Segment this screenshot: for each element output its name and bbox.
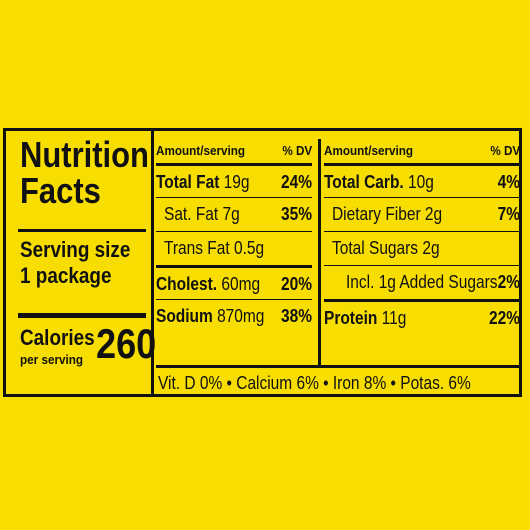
nutrient-column-right: Amount/serving % DV Total Carb. 10g 4% D… <box>324 131 520 365</box>
nutrient-row-total-fat: Total Fat 19g 24% <box>156 163 312 197</box>
calories-label: Calories <box>20 325 95 350</box>
nutrient-row-cholesterol: Cholest. 60mg 20% <box>156 265 312 299</box>
nutrient-label: Total Sugars 2g <box>332 238 440 258</box>
column-separator <box>318 139 321 365</box>
nutrient-row-protein: Protein 11g 22% <box>324 299 520 333</box>
serving-size-value: 1 package <box>20 263 112 288</box>
nutrient-label: Trans Fat 0.5g <box>164 238 265 258</box>
dv-header: % DV <box>282 143 312 158</box>
nutrient-dv: 20% <box>281 274 312 294</box>
column-header: Amount/serving % DV <box>156 143 312 163</box>
nutrient-dv: 4% <box>497 172 520 192</box>
nutrient-dv: 22% <box>489 308 520 328</box>
divider-thick <box>18 313 146 318</box>
amount-header: Amount/serving <box>156 143 246 158</box>
calories-value: 260 <box>96 320 157 367</box>
serving-size-label: Serving size <box>20 237 131 262</box>
nutrient-label: Sodium 870mg <box>156 306 265 326</box>
nutrient-row-trans-fat: Trans Fat 0.5g <box>156 231 312 265</box>
vitamins-minerals-row: Vit. D 0% • Calcium 6% • Iron 8% • Potas… <box>156 365 520 397</box>
nutrient-row-added-sugars: Incl. 1g Added Sugars 2% <box>324 265 520 299</box>
nutrient-label: Protein 11g <box>324 308 407 328</box>
nutrient-label: Total Carb. 10g <box>324 172 434 192</box>
nutrient-dv: 24% <box>281 172 312 192</box>
nutrient-label: Total Fat 19g <box>156 172 250 192</box>
title-line-1: Nutrition <box>20 134 149 175</box>
nutrient-column-left: Amount/serving % DV Total Fat 19g 24% Sa… <box>156 131 312 365</box>
nutrient-dv: 2% <box>497 272 520 292</box>
nutrient-label: Cholest. 60mg <box>156 274 261 294</box>
nutrient-row-dietary-fiber: Dietary Fiber 2g 7% <box>324 197 520 231</box>
nutrient-label: Dietary Fiber 2g <box>332 204 443 224</box>
nutrition-facts-label: Nutrition Facts Serving size 1 package C… <box>3 128 522 397</box>
nutrient-row-sodium: Sodium 870mg 38% <box>156 299 312 333</box>
serving-size: Serving size 1 package <box>20 237 130 289</box>
nutrient-row-sat-fat: Sat. Fat 7g 35% <box>156 197 312 231</box>
nutrient-label: Incl. 1g Added Sugars <box>346 272 498 292</box>
divider <box>18 229 146 232</box>
nutrient-row-total-carb: Total Carb. 10g 4% <box>324 163 520 197</box>
nutrient-row-total-sugars: Total Sugars 2g <box>324 231 520 265</box>
nutrient-dv: 35% <box>281 204 312 224</box>
nutrient-dv: 38% <box>281 306 312 326</box>
column-header: Amount/serving % DV <box>324 143 520 163</box>
calories-sub-label: per serving <box>20 352 84 367</box>
dv-header: % DV <box>490 143 520 158</box>
amount-header: Amount/serving <box>324 143 414 158</box>
label-title: Nutrition Facts <box>20 134 149 211</box>
title-line-2: Facts <box>20 170 101 211</box>
label-left-panel: Nutrition Facts Serving size 1 package C… <box>6 131 157 394</box>
vitamins-text: Vit. D 0% • Calcium 6% • Iron 8% • Potas… <box>158 373 471 393</box>
nutrient-dv: 7% <box>497 204 520 224</box>
nutrient-label: Sat. Fat 7g <box>164 204 240 224</box>
